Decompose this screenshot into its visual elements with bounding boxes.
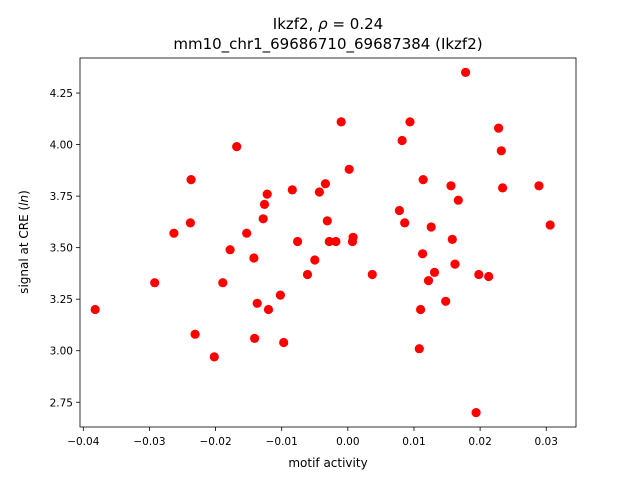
data-point bbox=[293, 236, 303, 247]
data-point bbox=[263, 304, 274, 315]
y-axis-ticks: 2.75 3.00 3.25 3.50 3.75 4.00 4.25 bbox=[50, 88, 80, 409]
data-point bbox=[447, 234, 457, 244]
y-tick-label: 3.75 bbox=[50, 191, 73, 203]
data-point bbox=[287, 185, 297, 195]
data-point bbox=[218, 278, 228, 288]
data-point bbox=[324, 236, 334, 247]
data-point bbox=[453, 195, 463, 205]
data-point bbox=[314, 187, 324, 197]
y-tick-label: 3.00 bbox=[50, 346, 73, 358]
data-point bbox=[331, 236, 341, 247]
data-point bbox=[405, 117, 415, 127]
data-point bbox=[279, 337, 289, 348]
data-point bbox=[414, 344, 424, 354]
data-point bbox=[429, 267, 440, 277]
data-point bbox=[320, 179, 330, 189]
x-tick-label: −0.04 bbox=[67, 436, 99, 448]
data-point bbox=[344, 164, 354, 174]
data-point bbox=[418, 175, 428, 185]
chart-title-line2: mm10_chr1_69686710_69687384 (Ikzf2) bbox=[173, 35, 482, 54]
x-tick-label: −0.01 bbox=[266, 436, 298, 448]
data-point bbox=[496, 146, 506, 156]
data-point bbox=[484, 271, 494, 282]
data-point bbox=[209, 352, 219, 362]
data-point bbox=[416, 304, 426, 315]
data-point bbox=[545, 220, 555, 230]
data-point bbox=[258, 214, 268, 224]
x-tick-label: 0.00 bbox=[336, 436, 359, 448]
x-tick-label: −0.02 bbox=[199, 436, 231, 448]
plot-frame bbox=[79, 57, 577, 428]
data-point bbox=[150, 278, 160, 288]
data-point bbox=[400, 218, 410, 228]
data-point bbox=[262, 189, 272, 199]
data-point bbox=[418, 249, 428, 259]
data-point bbox=[426, 222, 436, 232]
data-point bbox=[471, 408, 481, 418]
x-tick-label: 0.03 bbox=[535, 436, 558, 448]
data-point bbox=[232, 142, 242, 152]
data-point bbox=[446, 181, 456, 191]
data-point bbox=[259, 199, 270, 209]
y-axis-label: signal at CRE (ln) bbox=[17, 190, 31, 294]
y-tick-label: 3.50 bbox=[50, 243, 73, 255]
data-point bbox=[225, 245, 235, 255]
data-point bbox=[186, 175, 196, 185]
data-point bbox=[397, 135, 407, 146]
data-point bbox=[336, 117, 346, 127]
data-point bbox=[494, 123, 504, 133]
y-tick-label: 4.00 bbox=[50, 140, 73, 152]
data-point bbox=[185, 218, 195, 228]
data-point bbox=[394, 205, 404, 216]
data-point bbox=[322, 216, 332, 226]
data-point bbox=[534, 181, 544, 191]
data-point bbox=[461, 67, 471, 77]
x-tick-label: 0.02 bbox=[468, 436, 491, 448]
y-tick-label: 4.25 bbox=[50, 88, 73, 100]
chart-title-line1: Ikzf2, ρ = 0.24 bbox=[273, 15, 383, 33]
y-tick-label: 2.75 bbox=[50, 397, 73, 409]
data-point bbox=[348, 232, 358, 242]
data-point bbox=[250, 333, 260, 343]
data-point bbox=[252, 298, 262, 308]
data-point bbox=[90, 304, 100, 315]
x-tick-label: 0.01 bbox=[402, 436, 425, 448]
data-point bbox=[190, 329, 200, 339]
data-point bbox=[441, 296, 451, 306]
data-points bbox=[90, 67, 555, 418]
data-point bbox=[423, 276, 434, 286]
data-point bbox=[275, 290, 285, 300]
data-point bbox=[450, 259, 460, 269]
data-point bbox=[242, 228, 252, 238]
x-axis-ticks: −0.04 −0.03 −0.02 −0.01 0.00 0.01 0.02 0.03 bbox=[67, 427, 558, 448]
data-point bbox=[498, 183, 508, 193]
y-tick-label: 3.25 bbox=[50, 294, 73, 306]
data-point bbox=[367, 269, 377, 280]
x-axis-label: motif activity bbox=[288, 456, 367, 470]
data-point bbox=[474, 269, 484, 280]
x-tick-label: −0.03 bbox=[133, 436, 165, 448]
data-point bbox=[169, 228, 179, 238]
data-point bbox=[249, 253, 259, 263]
data-point bbox=[302, 269, 313, 280]
data-point bbox=[310, 255, 320, 265]
